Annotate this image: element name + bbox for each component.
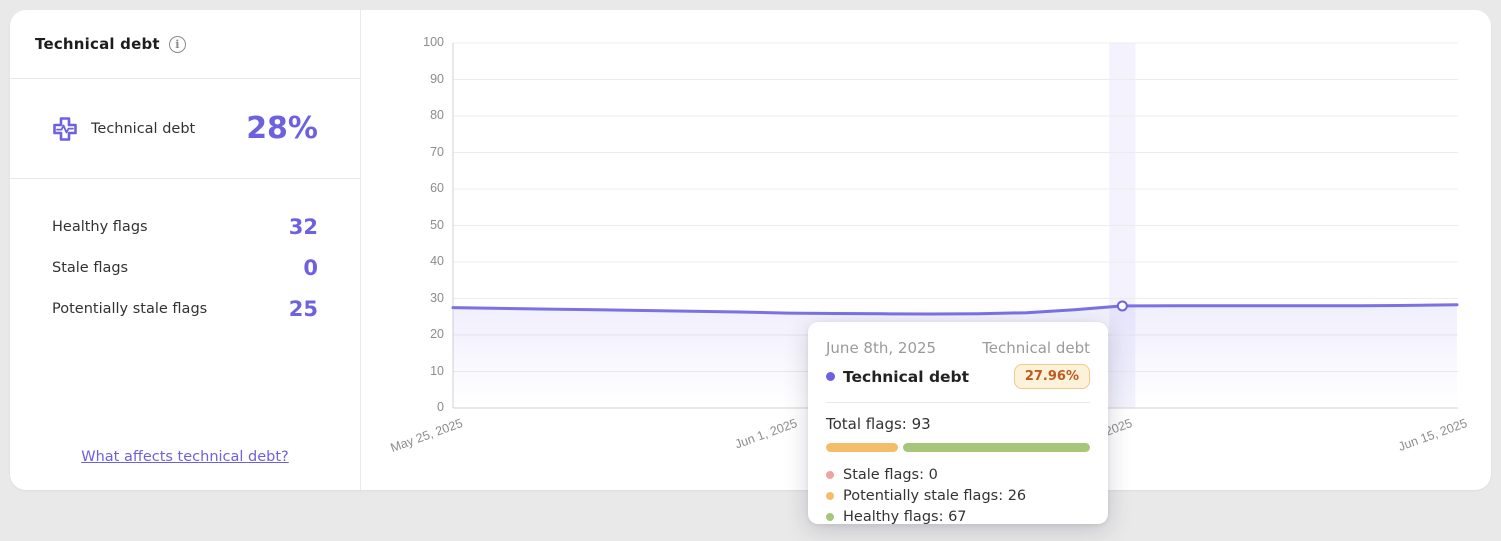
health-cross-pulse-icon: [52, 116, 78, 142]
stat-label: Potentially stale flags: [52, 300, 208, 317]
divider: [10, 178, 360, 179]
legend-dot-icon: [826, 512, 834, 521]
divider: [360, 10, 361, 490]
tooltip-series-label: Technical debt: [843, 367, 970, 386]
y-tick-label: 50: [430, 217, 444, 232]
stat-value: 25: [288, 296, 318, 321]
y-tick-label: 90: [430, 71, 444, 86]
technical-debt-series-line: [451, 303, 1459, 316]
panel-header: Technical debt i: [10, 10, 360, 78]
tooltip-date: June 8th, 2025: [826, 339, 937, 357]
series-dot-icon: [826, 372, 835, 381]
tooltip-breakdown-legend: Stale flags: 0 Potentially stale flags: 2…: [826, 464, 1090, 527]
technical-debt-summary-panel: Technical debt i Technical debt 28% Heal…: [10, 10, 360, 490]
info-icon[interactable]: i: [168, 35, 186, 53]
y-tick-label: 70: [430, 144, 444, 159]
chart-tooltip: June 8th, 2025 Technical debt Technical …: [808, 322, 1108, 527]
what-affects-technical-debt-link[interactable]: What affects technical debt?: [81, 449, 289, 465]
stat-label: Stale flags: [52, 259, 129, 276]
stat-value: 32: [288, 214, 318, 239]
panel-title: Technical debt: [35, 35, 160, 53]
stat-label: Healthy flags: [52, 218, 148, 235]
tooltip-value-badge: 27.96%: [1013, 364, 1090, 389]
stat-row-potentially-stale-flags: Potentially stale flags 25: [52, 288, 318, 329]
tooltip-header: June 8th, 2025 Technical debt: [826, 339, 1090, 357]
legend-row: Stale flags: 0: [826, 464, 1090, 485]
y-tick-label: 80: [430, 108, 444, 122]
flag-stats-list: Healthy flags 32 Stale flags 0 Potential…: [10, 179, 360, 329]
y-tick-label: 0: [437, 400, 444, 414]
stat-value: 0: [303, 255, 318, 280]
technical-debt-metric-row: Technical debt 28%: [10, 79, 360, 178]
legend-row: Healthy flags: 67: [826, 506, 1090, 527]
y-tick-label: 20: [430, 327, 444, 341]
metric-label: Technical debt: [91, 120, 196, 137]
tooltip-column-header: Technical debt: [982, 339, 1090, 357]
flags-bar-segment: [903, 443, 1090, 452]
legend-dot-icon: [826, 491, 834, 500]
legend-text: Stale flags: 0: [843, 466, 938, 483]
y-tick-label: 30: [430, 290, 444, 305]
y-tick-label: 60: [430, 181, 444, 195]
stat-row-stale-flags: Stale flags 0: [52, 247, 318, 288]
y-tick-label: 40: [430, 254, 444, 268]
legend-row: Potentially stale flags: 26: [826, 485, 1090, 506]
legend-dot-icon: [826, 470, 834, 479]
technical-debt-card: Technical debt i Technical debt 28% Heal…: [10, 10, 1491, 490]
divider: [10, 78, 360, 79]
divider: [826, 402, 1090, 403]
metric-value: 28%: [246, 111, 318, 146]
stat-row-healthy-flags: Healthy flags 32: [52, 206, 318, 247]
legend-text: Healthy flags: 67: [843, 508, 967, 525]
panel-footer: What affects technical debt?: [10, 446, 360, 465]
y-tick-label: 10: [430, 363, 444, 378]
tooltip-total-flags: Total flags: 93: [826, 415, 931, 433]
flags-stacked-bar: [826, 443, 1090, 452]
y-tick-label: 100: [423, 35, 444, 49]
tooltip-series-row: Technical debt 27.96%: [826, 364, 1090, 389]
legend-text: Potentially stale flags: 26: [843, 487, 1027, 504]
hovered-point-marker: [1116, 300, 1128, 312]
flags-bar-segment: [826, 443, 899, 452]
